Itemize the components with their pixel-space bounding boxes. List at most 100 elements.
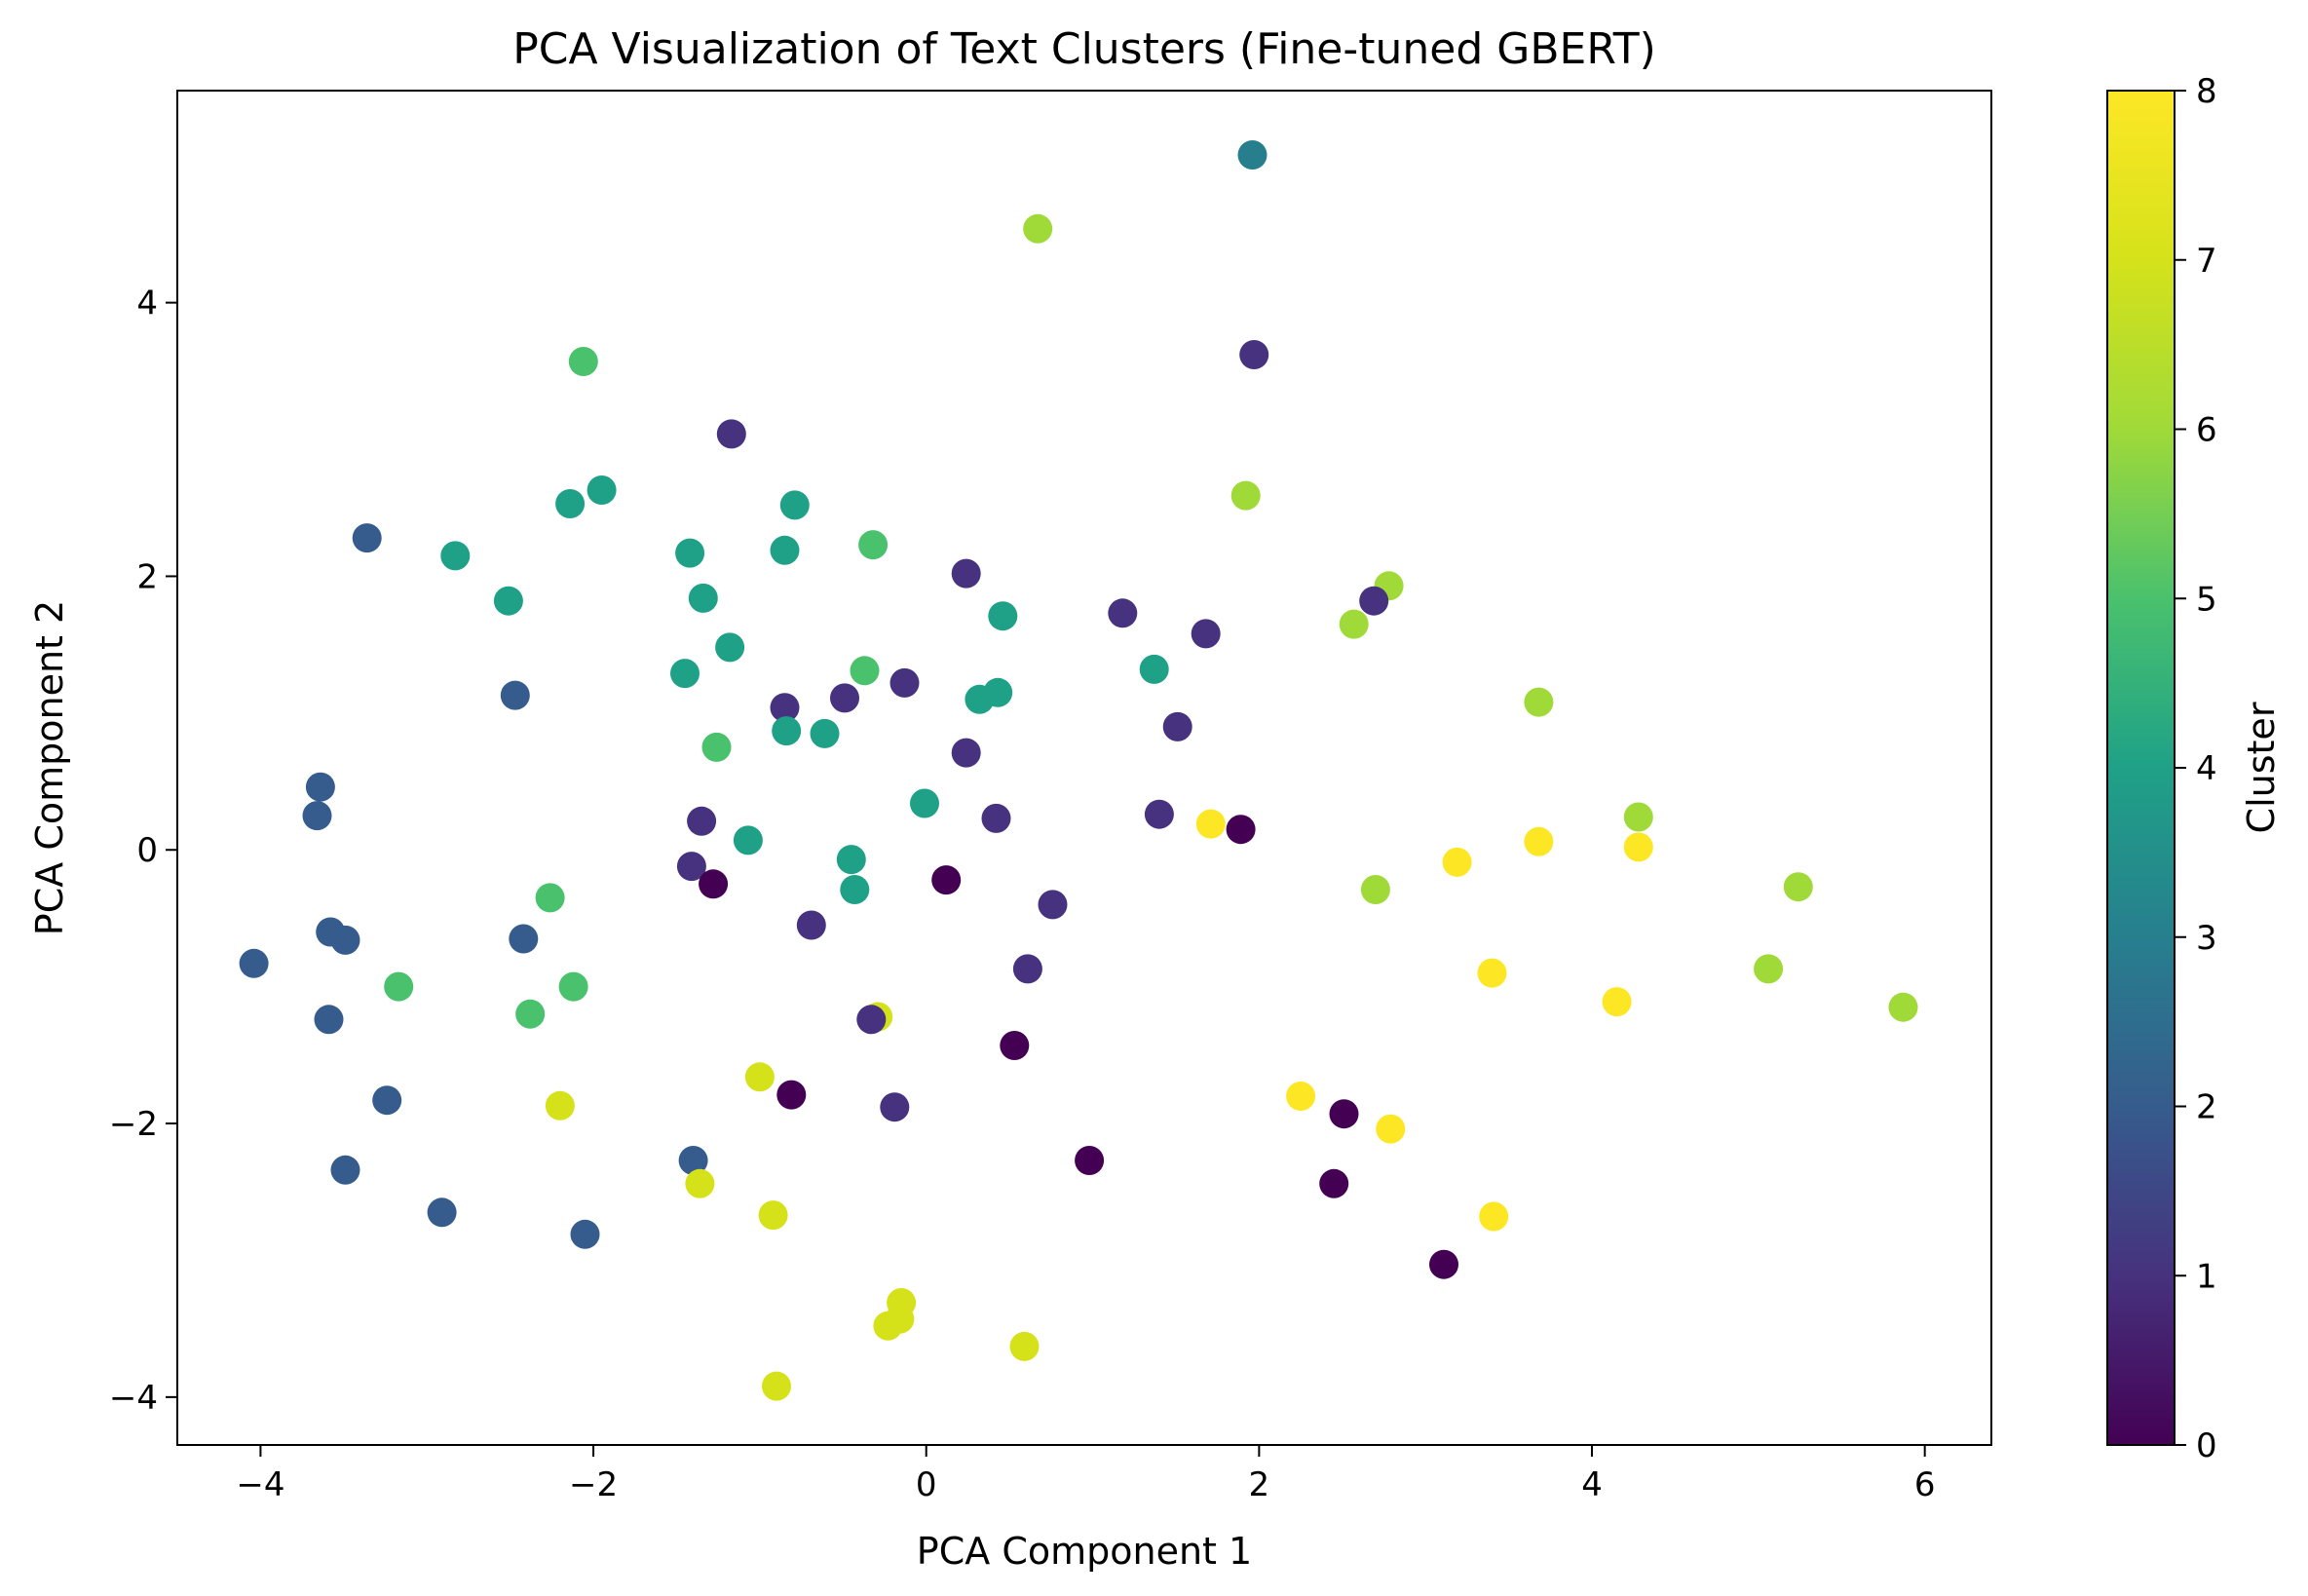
scatter-point (555, 489, 586, 518)
scatter-point (983, 677, 1013, 707)
colorbar-tick-label: 1 (2196, 1257, 2217, 1296)
scatter-point (1239, 340, 1269, 369)
scatter-point (776, 1080, 807, 1110)
scatter-point (744, 1062, 775, 1092)
colorbar-label: Cluster (2240, 702, 2283, 833)
scatter-point (314, 1005, 344, 1035)
scatter-point (770, 535, 800, 565)
scatter-point (687, 806, 717, 836)
colorbar-tick-label: 6 (2196, 411, 2217, 450)
scatter-point (758, 1200, 788, 1231)
x-axis: −4 −2 0 2 4 6 (236, 1445, 1935, 1504)
scatter-point (1477, 958, 1507, 988)
scatter-point (372, 1085, 402, 1116)
scatter-point (1038, 890, 1068, 920)
scatter-point (1754, 954, 1784, 984)
scatter-point (1359, 586, 1389, 616)
scatter-point (509, 924, 539, 954)
scatter-point (1226, 815, 1256, 845)
colorbar-tick-label: 7 (2196, 242, 2217, 281)
scatter-point (675, 538, 705, 568)
colorbar-tick-label: 2 (2196, 1088, 2217, 1127)
colorbar-gradient (2106, 90, 2176, 1446)
scatter-point (1144, 799, 1174, 829)
scatter-point (1230, 480, 1261, 511)
x-tick-label: 2 (1249, 1465, 1270, 1504)
y-tick-label: −2 (109, 1105, 158, 1144)
y-axis-title: PCA Component 2 (28, 600, 71, 935)
scatter-point (427, 1197, 457, 1228)
y-axis: −4 −2 0 2 4 (109, 285, 177, 1418)
scatter-point (1075, 1146, 1105, 1175)
scatter-point (796, 910, 826, 940)
scatter-point (670, 659, 700, 689)
y-tick-label: −4 (109, 1379, 158, 1418)
scatter-point (715, 632, 745, 663)
scatter-point (810, 718, 840, 748)
plot-frame (176, 90, 1992, 1446)
scatter-point (1783, 872, 1813, 902)
scatter-point (762, 1371, 791, 1401)
scatter-point (440, 541, 471, 571)
scatter-point (850, 656, 880, 686)
scatter-point (570, 1219, 600, 1249)
scatter-point (931, 865, 962, 895)
scatter-point (1237, 140, 1268, 170)
scatter-point (1479, 1201, 1509, 1232)
scatter-point (1319, 1168, 1349, 1198)
scatter-point (568, 347, 598, 376)
scatter-point (880, 1092, 910, 1122)
scatter-point (302, 801, 332, 831)
y-tick-label: 0 (136, 831, 158, 870)
colorbar-tick-label: 5 (2196, 580, 2217, 619)
x-axis-title: PCA Component 1 (917, 1530, 1252, 1573)
scatter-point (688, 583, 718, 613)
scatter-point (1429, 1249, 1458, 1279)
scatter-point (535, 883, 565, 913)
colorbar-tick-label: 3 (2196, 919, 2217, 958)
chart-title: PCA Visualization of Text Clusters (Fine… (512, 24, 1656, 74)
scatter-point (1360, 875, 1390, 904)
scatter-point (676, 852, 706, 882)
scatter-point (545, 1090, 575, 1121)
scatter-point (951, 738, 981, 768)
scatter-point (1023, 213, 1053, 244)
scatter-point (1623, 802, 1653, 832)
scatter-point (1162, 711, 1192, 741)
scatter-point (685, 1168, 715, 1198)
x-tick-label: 4 (1581, 1465, 1603, 1504)
scatter-point (858, 530, 889, 560)
scatter-point (951, 558, 981, 589)
scatter-point (493, 586, 523, 616)
scatter-point (515, 999, 546, 1029)
scatter-point (772, 716, 802, 746)
scatter-point (988, 601, 1018, 631)
scatter-point (1376, 1114, 1406, 1144)
plot-area (176, 90, 1992, 1446)
scatter-point (856, 1005, 887, 1035)
scatter-point (330, 925, 360, 955)
colorbar-tick-label: 8 (2196, 72, 2217, 111)
scatter-point (770, 693, 800, 723)
scatter-point (239, 948, 269, 978)
scatter-point (910, 788, 939, 818)
colorbar-tick-label: 4 (2196, 749, 2217, 788)
scatter-point (1000, 1031, 1030, 1060)
y-tick-label: 2 (136, 557, 158, 596)
scatter-point (500, 680, 530, 710)
scatter-point (733, 825, 763, 855)
scatter-point (836, 845, 866, 875)
scatter-point (873, 1311, 903, 1341)
scatter-point (981, 803, 1011, 833)
scatter-point (779, 490, 810, 520)
points-layer (239, 140, 1918, 1401)
scatter-point (352, 523, 382, 553)
scatter-point (699, 869, 729, 899)
scatter-point (830, 683, 859, 713)
scatter-point (330, 1155, 360, 1185)
scatter-point (305, 772, 335, 802)
scatter-point (1139, 654, 1169, 684)
scatter-point (1191, 619, 1221, 649)
scatter-point (1108, 598, 1138, 628)
